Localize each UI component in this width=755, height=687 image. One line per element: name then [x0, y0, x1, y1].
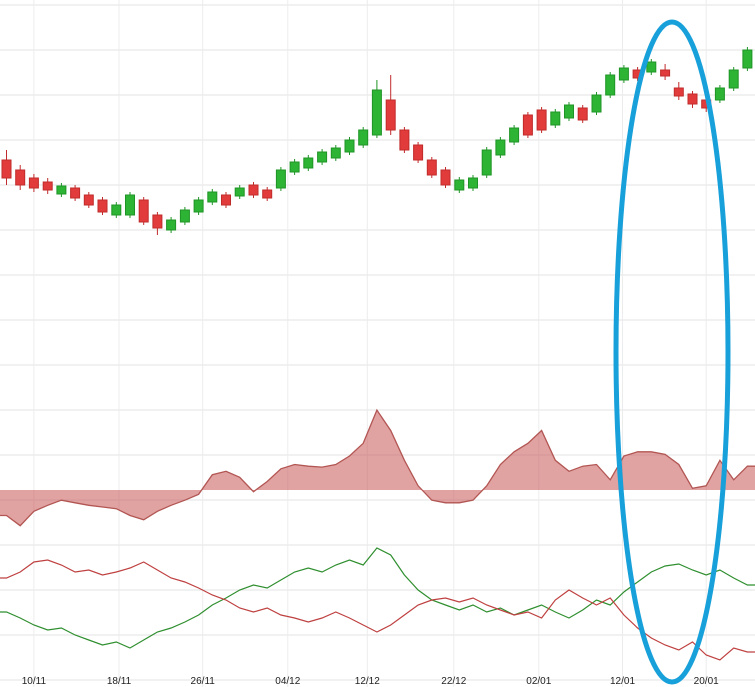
- candle-up: [495, 139, 506, 156]
- x-axis-label: 22/12: [441, 676, 466, 687]
- candle-up: [317, 151, 328, 163]
- candle-up: [275, 169, 286, 189]
- macd-area: [0, 410, 755, 526]
- candle-down: [399, 129, 410, 151]
- x-axis-label: 12/12: [355, 676, 380, 687]
- x-axis-label: 04/12: [275, 676, 300, 687]
- candle-down: [152, 214, 163, 229]
- candle-up: [550, 111, 561, 126]
- candle-up: [564, 104, 574, 119]
- candle-up: [728, 69, 739, 89]
- candle-down: [28, 177, 39, 189]
- x-axis-label: 12/01: [610, 676, 635, 687]
- candle-up: [330, 147, 341, 159]
- candle-up: [591, 94, 602, 113]
- candle-up: [179, 209, 190, 223]
- macd-line: [0, 408, 755, 527]
- candle-up: [509, 127, 520, 143]
- candle-up: [742, 49, 753, 69]
- candle-down: [83, 194, 94, 206]
- candle-down: [660, 69, 671, 77]
- annotation-ellipse: [613, 19, 731, 685]
- candle-up: [481, 149, 492, 176]
- candle-up: [646, 61, 657, 73]
- candle-down: [577, 107, 588, 121]
- candle-up: [605, 74, 616, 96]
- candle-down: [687, 93, 698, 105]
- candle-up: [56, 185, 67, 195]
- candle-down: [673, 87, 684, 97]
- candle-down: [138, 199, 149, 223]
- annotation-layer: [613, 19, 731, 685]
- x-axis-label: 20/01: [694, 676, 719, 687]
- candle-up: [714, 87, 725, 101]
- candle-down: [15, 169, 26, 186]
- candle-down: [1, 159, 12, 179]
- candle-down: [426, 159, 437, 176]
- x-axis-label: 02/01: [526, 676, 551, 687]
- candle-up: [193, 199, 204, 213]
- candle-down: [221, 194, 231, 206]
- candle-up: [358, 129, 369, 146]
- candle-up: [207, 191, 218, 203]
- x-axis-label: 18/11: [107, 676, 132, 687]
- candle-up: [468, 177, 478, 189]
- oscillator-pane: [0, 547, 755, 661]
- candle-up: [111, 204, 122, 216]
- x-axis-label: 10/11: [22, 676, 47, 687]
- candle-up: [289, 161, 300, 173]
- candle-down: [70, 187, 81, 199]
- candle-up: [125, 194, 135, 216]
- oscillator-line-red: [0, 559, 755, 661]
- candle-down: [42, 181, 53, 191]
- candle-up: [344, 139, 355, 153]
- candle-down: [97, 199, 108, 213]
- candle-up: [166, 219, 177, 231]
- candle-up: [371, 89, 382, 136]
- candle-down: [262, 189, 273, 199]
- candle-up: [234, 187, 245, 197]
- candle-down: [385, 99, 396, 131]
- candle-up: [618, 67, 629, 81]
- candle-down: [440, 169, 451, 186]
- candle-down: [536, 109, 547, 131]
- candle-down: [522, 114, 533, 136]
- macd-pane: [0, 408, 755, 527]
- candle-down: [413, 144, 424, 161]
- x-axis-label: 26/11: [191, 676, 216, 687]
- candle-up: [303, 157, 314, 169]
- x-axis: 10/11 18/11 26/11 04/12 12/12 22/12 02/01 12/01…: [22, 676, 719, 687]
- price-pane: [1, 47, 753, 235]
- candle-up: [454, 179, 465, 191]
- candle-down: [248, 184, 259, 196]
